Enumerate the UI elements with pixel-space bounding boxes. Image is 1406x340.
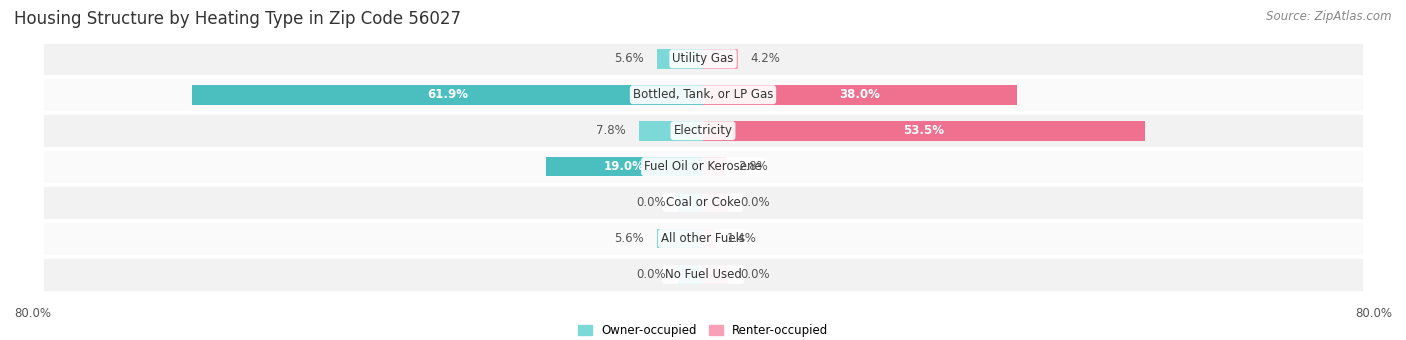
Text: 5.6%: 5.6% bbox=[614, 52, 644, 65]
Text: Electricity: Electricity bbox=[673, 124, 733, 137]
Bar bbox=[42, 257, 1364, 292]
Text: 0.0%: 0.0% bbox=[740, 196, 770, 209]
Text: 1.4%: 1.4% bbox=[727, 232, 756, 245]
Bar bbox=[657, 49, 703, 69]
Text: Fuel Oil or Kerosene: Fuel Oil or Kerosene bbox=[644, 160, 762, 173]
Text: Coal or Coke: Coal or Coke bbox=[665, 196, 741, 209]
Bar bbox=[42, 78, 1364, 112]
Text: 80.0%: 80.0% bbox=[1355, 307, 1392, 320]
Bar bbox=[546, 157, 703, 176]
Text: 0.0%: 0.0% bbox=[636, 268, 666, 281]
Bar bbox=[703, 85, 1017, 105]
Text: Bottled, Tank, or LP Gas: Bottled, Tank, or LP Gas bbox=[633, 88, 773, 101]
Text: 4.2%: 4.2% bbox=[749, 52, 780, 65]
Text: Housing Structure by Heating Type in Zip Code 56027: Housing Structure by Heating Type in Zip… bbox=[14, 10, 461, 28]
Text: 7.8%: 7.8% bbox=[596, 124, 626, 137]
Text: 53.5%: 53.5% bbox=[904, 124, 945, 137]
Bar bbox=[703, 228, 714, 248]
Bar bbox=[678, 265, 703, 284]
Text: 0.0%: 0.0% bbox=[636, 196, 666, 209]
Legend: Owner-occupied, Renter-occupied: Owner-occupied, Renter-occupied bbox=[572, 319, 834, 340]
Bar bbox=[703, 121, 1144, 140]
Bar bbox=[703, 49, 738, 69]
Bar bbox=[678, 193, 703, 212]
Bar bbox=[42, 149, 1364, 184]
Text: 0.0%: 0.0% bbox=[740, 268, 770, 281]
Text: 61.9%: 61.9% bbox=[427, 88, 468, 101]
Text: Source: ZipAtlas.com: Source: ZipAtlas.com bbox=[1267, 10, 1392, 23]
Bar bbox=[42, 221, 1364, 256]
Bar bbox=[191, 85, 703, 105]
Bar bbox=[42, 185, 1364, 220]
Bar bbox=[42, 114, 1364, 148]
Text: Utility Gas: Utility Gas bbox=[672, 52, 734, 65]
Bar bbox=[638, 121, 703, 140]
Bar bbox=[42, 41, 1364, 76]
Bar bbox=[703, 193, 728, 212]
Text: 19.0%: 19.0% bbox=[605, 160, 645, 173]
Bar bbox=[657, 228, 703, 248]
Bar bbox=[703, 265, 728, 284]
Text: 5.6%: 5.6% bbox=[614, 232, 644, 245]
Text: 2.8%: 2.8% bbox=[738, 160, 768, 173]
Text: No Fuel Used: No Fuel Used bbox=[665, 268, 741, 281]
Text: 80.0%: 80.0% bbox=[14, 307, 51, 320]
Text: All other Fuels: All other Fuels bbox=[661, 232, 745, 245]
Text: 38.0%: 38.0% bbox=[839, 88, 880, 101]
Bar bbox=[703, 157, 725, 176]
